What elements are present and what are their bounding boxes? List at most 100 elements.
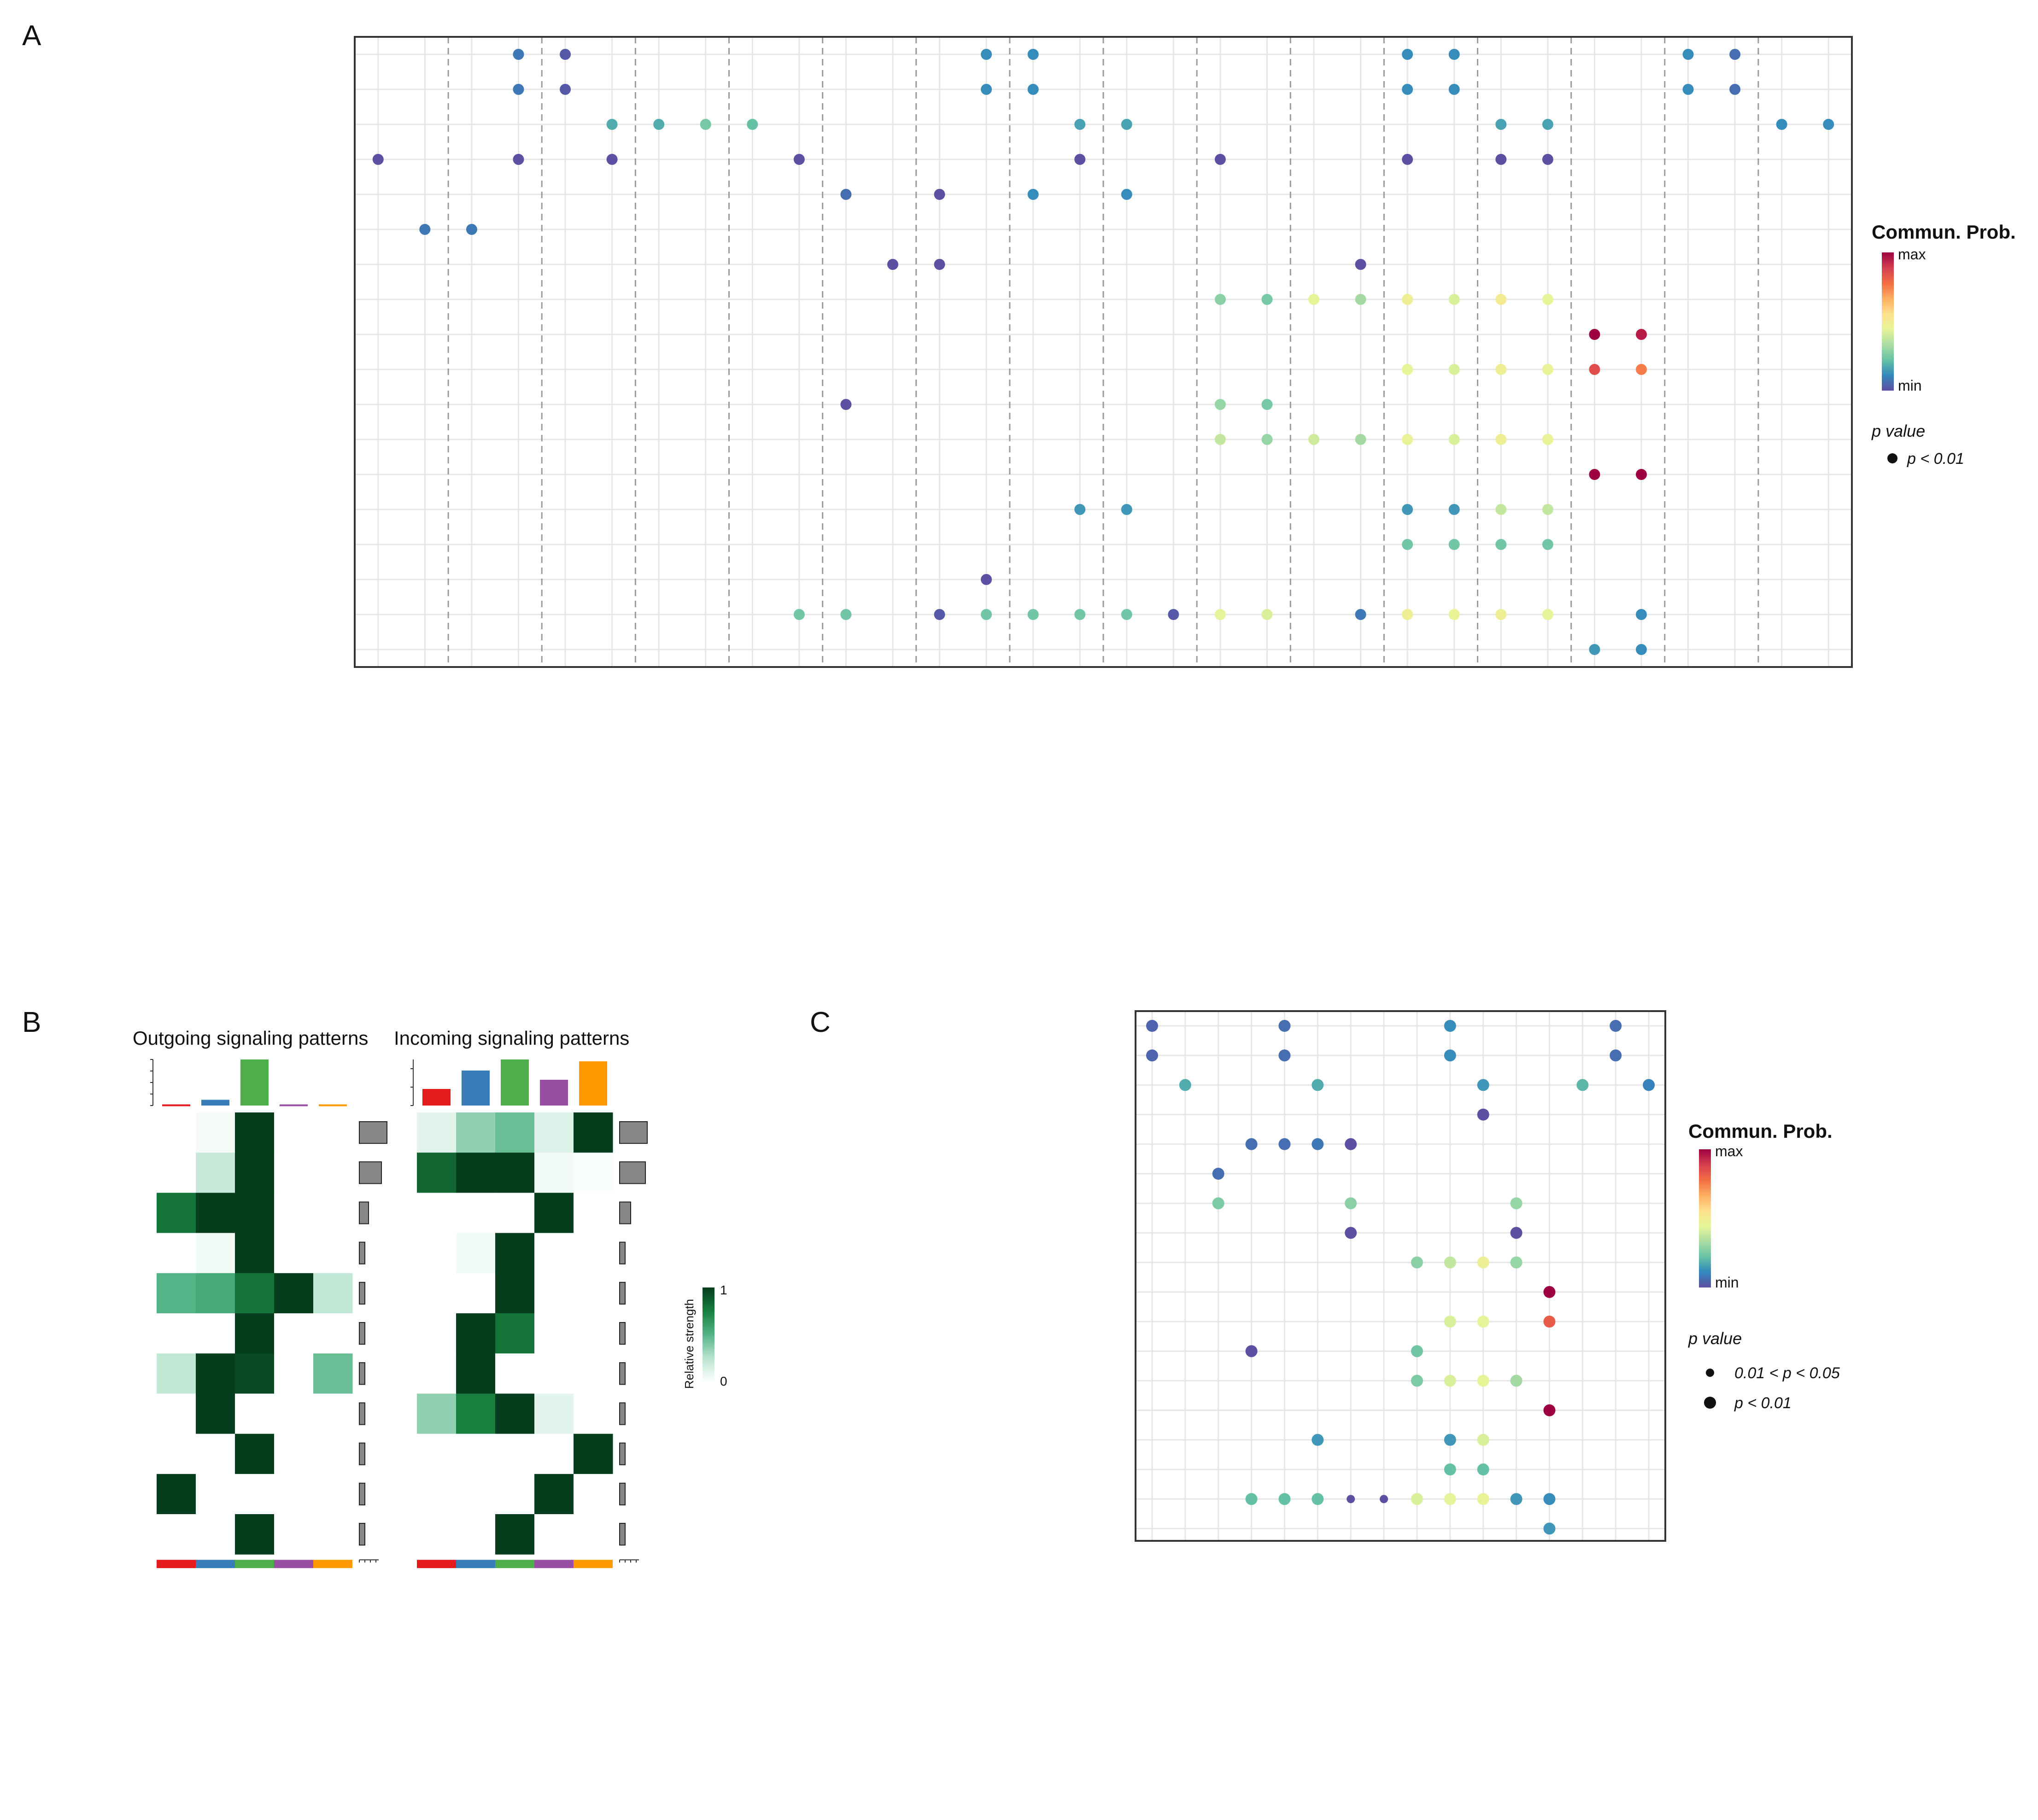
panel-b-outgoing-cell [196,1153,235,1193]
panel-b-outgoing-celltype-strip [235,1560,274,1568]
panel-b-incoming-cell [495,1393,535,1434]
panel-a-point [1542,434,1553,445]
panel-a-point [1542,539,1553,550]
panel-c-points [1146,1020,1655,1535]
panel-b-outgoing-cell [157,1112,196,1153]
panel-a-point [1635,329,1647,340]
panel-a-point [1402,49,1413,60]
panel-a-point [840,189,852,200]
panel-c-point [1444,1256,1456,1269]
panel-b-incoming-cell [534,1273,574,1314]
panel-a-point [1635,644,1647,655]
panel-c-point [1278,1020,1291,1032]
panel-b-incoming-celltype-strip [417,1560,456,1568]
panel-c-point [1312,1434,1324,1446]
panel-c-point [1212,1197,1224,1210]
panel-c-point [1444,1493,1456,1505]
panel-a-point [1729,49,1741,60]
panel-b-colorbar-min-label: 0 [720,1374,727,1388]
panel-a-point [1027,189,1039,200]
panel-c-point [1444,1434,1456,1446]
panel-a-point [1402,294,1413,305]
panel-c-point [1411,1375,1423,1387]
panel-b-outgoing-title: Outgoing signaling patterns [133,1027,368,1049]
panel-c-plot-frame [1135,1010,1666,1542]
panel-a-point [1823,119,1834,130]
panel-b-incoming-cell [574,1353,613,1394]
panel-b-incoming-cell [574,1233,613,1274]
panel-a-points [372,49,1834,655]
panel-b-outgoing-cell [196,1393,235,1434]
panel-b-incoming-cell [417,1273,457,1314]
panel-c-point [1510,1256,1523,1269]
panel-b-incoming-cell [574,1273,613,1314]
panel-a-point [1495,294,1507,305]
panel-a-pvalue-item: p < 0.01 [1907,450,1964,468]
panel-b-incoming-row-bar [619,1161,646,1184]
panel-b-outgoing-cell [235,1474,275,1515]
panel-a-point [1495,504,1507,515]
panel-a-point [1261,399,1273,410]
panel-b-incoming-row-bar [619,1402,626,1425]
panel-a-point [1261,294,1273,305]
panel-a-point [1729,84,1741,95]
panel-b-colorbar-max-label: 1 [720,1283,727,1297]
panel-c-point [1543,1316,1556,1328]
panel-c-point [1411,1256,1423,1269]
panel-a-point [1355,434,1366,445]
panel-c-point [1146,1020,1158,1032]
panel-a-point [840,609,852,620]
panel-b-outgoing-cell [313,1112,353,1153]
panel-b-outgoing-cell [157,1273,196,1314]
panel-b-outgoing-cell [196,1434,235,1475]
panel-a-point [1121,504,1132,515]
panel-b-outgoing-cell [313,1233,353,1274]
panel-b-incoming-cell [456,1474,496,1515]
panel-b-outgoing-row-bar [359,1523,365,1546]
panel-c-point [1576,1079,1589,1091]
panel-b-outgoing-row-bar [359,1241,365,1264]
panel-a-point [887,259,898,270]
panel-b-incoming-cell [574,1514,613,1555]
panel-b-outgoing-cell [157,1233,196,1274]
panel-c-letter: C [810,1007,831,1038]
panel-b-incoming-cell [456,1273,496,1314]
panel-c-point [1347,1495,1355,1504]
panel-b-incoming-row-bar [619,1523,626,1546]
panel-b-outgoing-cell [274,1112,314,1153]
panel-c-point [1444,1020,1456,1032]
panel-b-incoming-celltype-strip [456,1560,495,1568]
panel-b-incoming-celltype-strip [495,1560,534,1568]
panel-c-point [1345,1227,1357,1239]
panel-b-outgoing-cell [313,1273,353,1314]
panel-b-incoming-cell [534,1153,574,1193]
panel-b-outgoing-heatmap [150,1059,387,1568]
panel-a-point [1448,294,1460,305]
panel-a-point [981,609,992,620]
panel-a-point [840,399,852,410]
panel-b-outgoing-celltype-strip [274,1560,313,1568]
panel-b-incoming-celltype-strip [574,1560,613,1568]
panel-b-outgoing-cell [313,1393,353,1434]
panel-b-incoming-cell [417,1434,457,1475]
panel-b-incoming-cell [417,1514,457,1555]
panel-a-letter: A [22,20,41,52]
panel-c-point [1477,1434,1489,1446]
panel-a-point [1635,469,1647,480]
panel-c-legend-title: Commun. Prob. [1688,1120,1833,1142]
panel-b-colorbar-title: Relative strength [682,1299,696,1389]
panel-b-incoming-title: Incoming signaling patterns [394,1027,629,1049]
panel-b-incoming-row-bar [619,1482,626,1506]
panel-b-incoming-row-bar [619,1201,631,1224]
panel-b-incoming-cell [495,1514,535,1555]
panel-a-point [1214,154,1226,165]
panel-c-point [1444,1463,1456,1475]
panel-a-point [1448,504,1460,515]
panel-a-point [1542,609,1553,620]
panel-b-outgoing-cell [313,1313,353,1354]
panel-a-point [1355,259,1366,270]
panel-b-outgoing-cell [274,1153,314,1193]
panel-b-incoming-cell [456,1393,496,1434]
panel-c-pvalue-item-2: p < 0.01 [1734,1394,1792,1412]
panel-b-outgoing-cell [274,1434,314,1475]
